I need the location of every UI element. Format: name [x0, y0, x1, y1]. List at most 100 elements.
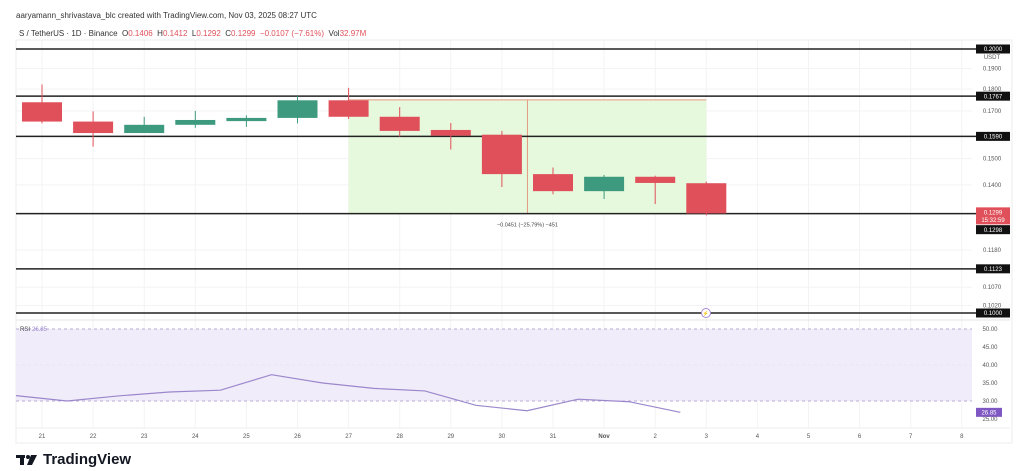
bar-countdown-label: 15:32:59 — [981, 218, 1005, 224]
candle-body — [22, 102, 62, 122]
level-price-tag — [976, 225, 1010, 235]
candle-body — [175, 119, 216, 125]
attribution: aaryamann_shrivastava_blc created with T… — [16, 11, 317, 20]
candle-body — [686, 183, 727, 214]
time-tick-label: 27 — [345, 434, 352, 440]
flash-event-glyph: ⚡ — [703, 310, 709, 317]
last-price-tag — [976, 207, 1010, 225]
level-price-tag — [976, 264, 1010, 274]
time-tick-label: 6 — [858, 434, 862, 440]
candle-body — [379, 116, 420, 131]
level-price-label: 0.1123 — [984, 267, 1003, 273]
low-value: 0.1292 — [196, 29, 221, 38]
candle-body — [584, 176, 625, 192]
time-tick-label: 28 — [396, 434, 403, 440]
price-tick-label: 0.1800 — [983, 87, 1002, 93]
candle-body — [73, 121, 114, 134]
level-price-tag — [976, 131, 1010, 141]
time-tick-label: 23 — [141, 434, 148, 440]
rsi-tick-label: 35.00 — [982, 381, 998, 387]
level-price-tag — [976, 44, 1010, 54]
candle — [379, 107, 420, 137]
tradingview-logo: TradingView — [16, 451, 131, 468]
logo-text: TradingView — [43, 451, 132, 468]
price-tick-label: 0.1700 — [983, 109, 1002, 115]
rsi-label: RSI — [20, 327, 30, 333]
candle-body — [226, 117, 267, 122]
level-price-label: 0.1767 — [984, 94, 1003, 100]
candle-body — [328, 100, 369, 117]
open-label: O — [122, 29, 129, 38]
rsi-tick-label: 50.00 — [982, 327, 998, 333]
rsi-line — [15, 374, 681, 413]
time-tick-label: 8 — [960, 434, 964, 440]
time-tick-label: 5 — [807, 434, 811, 440]
candle-body — [635, 176, 676, 183]
candle — [226, 115, 267, 127]
candle — [584, 174, 625, 199]
time-tick-label: 24 — [192, 434, 199, 440]
time-tick-label: 26 — [294, 434, 301, 440]
rsi-tick-label: 25.00 — [982, 417, 998, 423]
time-tick-label: 29 — [447, 434, 454, 440]
candle — [635, 175, 676, 205]
time-tick-label: 3 — [705, 434, 709, 440]
price-tick-label: 0.1500 — [983, 157, 1002, 163]
rsi-value-label: 26.85 — [32, 327, 48, 333]
ohlc-legend: S / TetherUS · 1D · Binance O0.1406 H0.1… — [19, 29, 366, 38]
candle — [124, 116, 165, 134]
tradingview-logo-icon — [16, 454, 37, 465]
rsi-value-tag-label: 26.85 — [981, 410, 997, 416]
time-tick-label: 25 — [243, 434, 250, 440]
time-tick-label: 2 — [654, 434, 658, 440]
candle-body — [430, 129, 471, 136]
time-tick-label: 21 — [39, 434, 46, 440]
time-tick-label: 4 — [756, 434, 760, 440]
candle — [533, 167, 573, 195]
change-value: −0.0107 (−7.61%) — [259, 29, 324, 38]
price-unit-label: USDT — [984, 55, 1001, 61]
candle — [22, 84, 62, 124]
price-tick-label: 0.1070 — [983, 285, 1002, 291]
rsi-tick-label: 40.00 — [982, 363, 998, 369]
candle — [430, 122, 471, 150]
open-value: 0.1406 — [128, 29, 153, 38]
level-price-label: 0.1298 — [984, 228, 1003, 234]
rsi-value-tag — [976, 407, 1002, 417]
price-range-label: −0.0451 (−25.79%) −451 — [497, 222, 558, 228]
candle-body — [481, 134, 522, 175]
level-price-label: 0.1590 — [984, 135, 1003, 141]
time-tick-label: Nov — [598, 434, 610, 440]
candle — [481, 130, 522, 188]
time-tick-label: 30 — [499, 434, 506, 440]
level-price-tag — [976, 91, 1010, 101]
price-tick-label: 0.1180 — [983, 248, 1002, 254]
level-price-label: 0.2000 — [984, 47, 1003, 53]
rsi-tick-label: 30.00 — [982, 399, 998, 405]
close-value: 0.1299 — [231, 29, 256, 38]
high-label: H — [157, 29, 163, 38]
price-tick-label: 0.1020 — [983, 303, 1002, 309]
time-tick-label: 22 — [90, 434, 97, 440]
volume-value: 32.97M — [339, 29, 367, 38]
candle-body — [533, 174, 573, 192]
candle-body — [277, 100, 318, 118]
close-label: C — [225, 29, 232, 38]
flash-event-icon — [701, 308, 711, 318]
volume-label: Vol — [328, 29, 340, 38]
last-price-label: 0.1299 — [984, 210, 1003, 216]
time-tick-label: 7 — [909, 434, 913, 440]
chart-frame — [15, 39, 1013, 444]
candle — [686, 181, 727, 216]
candle-body — [124, 124, 165, 134]
level-price-label: 0.1000 — [984, 311, 1003, 317]
rsi-tick-label: 45.00 — [982, 345, 998, 351]
candle — [328, 87, 369, 120]
price-tick-label: 0.1400 — [983, 183, 1002, 189]
time-tick-label: 31 — [550, 434, 557, 440]
high-value: 0.1412 — [162, 29, 188, 38]
candle — [277, 96, 318, 124]
symbol-title[interactable]: S / TetherUS · 1D · Binance — [19, 29, 118, 38]
candle — [175, 110, 216, 128]
